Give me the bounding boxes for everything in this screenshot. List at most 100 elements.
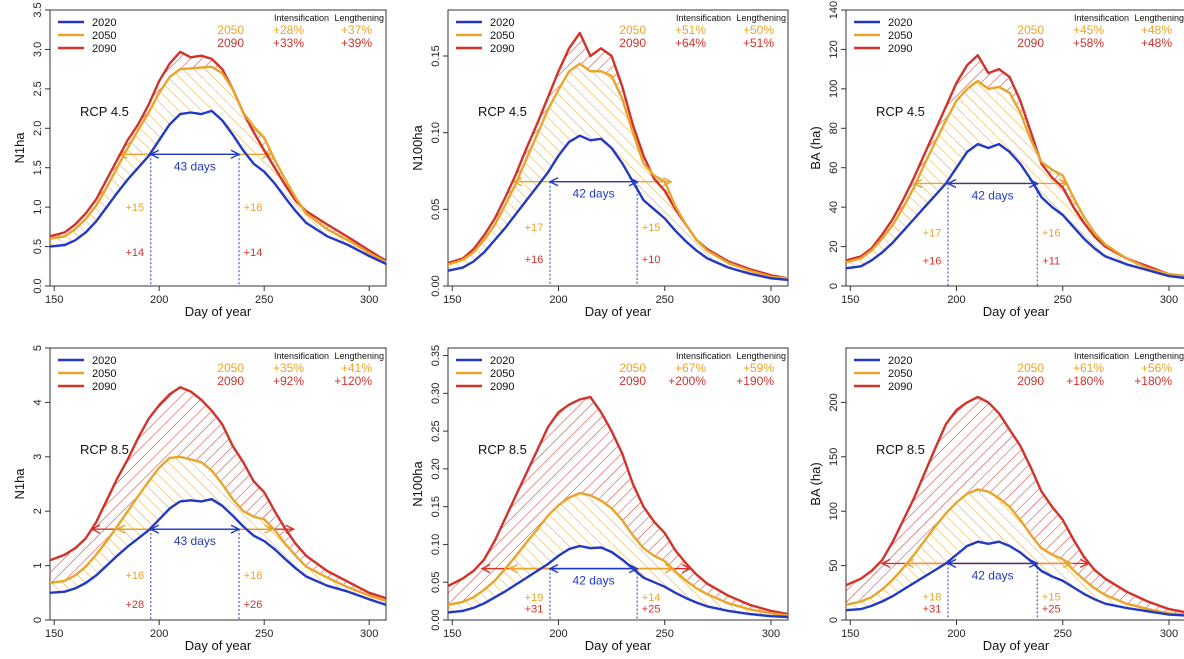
y-tick-label: 100 bbox=[828, 502, 840, 520]
x-tick-label: 150 bbox=[45, 294, 63, 306]
stats-year: 2050 bbox=[217, 23, 244, 37]
arrow-2020 bbox=[149, 524, 241, 534]
x-tick-label: 300 bbox=[1160, 294, 1178, 306]
onset-shift-2050: +15 bbox=[125, 202, 144, 214]
y-tick-label: 1.5 bbox=[32, 160, 44, 175]
stats-header-lengthening: Lengthening bbox=[334, 13, 384, 23]
stats-lengthening: +37% bbox=[341, 23, 372, 37]
panel-5: 150 200 250 300 0.00 0.05 0.10 0.15 0.20 0.25 0.30… bbox=[410, 345, 789, 653]
scenario-label: RCP 4.5 bbox=[478, 104, 527, 119]
stats-header-lengthening: Lengthening bbox=[736, 351, 786, 361]
y-tick-label: 1 bbox=[32, 563, 44, 569]
stats-intensification: +61% bbox=[1073, 361, 1104, 375]
y-tick-label: 150 bbox=[828, 448, 840, 466]
legend-label-2020: 2020 bbox=[888, 355, 912, 367]
scenario-label: RCP 8.5 bbox=[80, 442, 129, 457]
hatch-2050 bbox=[50, 66, 386, 264]
stats-header-lengthening: Lengthening bbox=[736, 13, 786, 23]
stats-lengthening: +39% bbox=[341, 36, 372, 50]
x-tick-label: 300 bbox=[1160, 628, 1178, 640]
stats-lengthening: +48% bbox=[1141, 23, 1172, 37]
y-tick-label: 50 bbox=[828, 559, 840, 571]
legend-label-2020: 2020 bbox=[490, 355, 514, 367]
stats-year: 2090 bbox=[217, 36, 244, 50]
stats-intensification: +35% bbox=[273, 361, 304, 375]
y-tick-label: 60 bbox=[828, 162, 840, 174]
panel-3: 150 200 250 300 0 20 40 60 80 100 120 140 Day of yea… bbox=[808, 1, 1184, 319]
offset-shift-2050: +16 bbox=[244, 202, 263, 214]
x-tick-label: 250 bbox=[255, 294, 273, 306]
stats-header-lengthening: Lengthening bbox=[1134, 351, 1184, 361]
x-axis-label: Day of year bbox=[585, 304, 652, 319]
stats-year: 2090 bbox=[619, 374, 646, 388]
stats-header-intensification: Intensification bbox=[676, 13, 731, 23]
y-tick-label: 3 bbox=[32, 454, 44, 460]
hatch-2050 bbox=[846, 81, 1184, 278]
stats-intensification: +67% bbox=[675, 361, 706, 375]
stats-intensification: +33% bbox=[273, 36, 304, 50]
onset-shift-2050: +17 bbox=[923, 228, 942, 240]
season-length-label: 42 days bbox=[573, 574, 615, 588]
series-line-2020 bbox=[845, 142, 1184, 280]
stats-lengthening: +56% bbox=[1141, 361, 1172, 375]
plot-frame bbox=[845, 347, 1184, 621]
onset-shift-2050: +19 bbox=[525, 592, 544, 604]
stats-intensification: +92% bbox=[273, 374, 304, 388]
series-line-2090 bbox=[845, 54, 1184, 278]
stats-intensification: +28% bbox=[273, 23, 304, 37]
onset-shift-2090: +31 bbox=[923, 603, 942, 615]
legend-label-2050: 2050 bbox=[490, 30, 514, 42]
series-line-2020 bbox=[49, 109, 387, 265]
stats-lengthening: +180% bbox=[1134, 374, 1172, 388]
y-tick-label: 0.5 bbox=[32, 239, 44, 254]
legend-label-2090: 2090 bbox=[92, 43, 116, 55]
y-tick-label: 2.0 bbox=[32, 121, 44, 136]
offset-shift-2050: +15 bbox=[642, 222, 661, 234]
x-tick-label: 150 bbox=[443, 628, 461, 640]
arrow-2020 bbox=[149, 149, 241, 159]
x-axis-label: Day of year bbox=[185, 638, 252, 653]
stats-year: 2090 bbox=[619, 36, 646, 50]
stats-lengthening: +190% bbox=[736, 374, 774, 388]
series-line-2050 bbox=[845, 488, 1184, 616]
legend-label-2090: 2090 bbox=[490, 381, 514, 393]
series-line-2050 bbox=[49, 455, 387, 603]
arrow-2020 bbox=[548, 177, 639, 187]
season-length-label: 42 days bbox=[972, 188, 1014, 202]
stats-header-lengthening: Lengthening bbox=[1134, 13, 1184, 23]
y-tick-label: 3.5 bbox=[32, 2, 44, 17]
legend-label-2050: 2050 bbox=[92, 30, 116, 42]
x-tick-label: 250 bbox=[255, 628, 273, 640]
stats-year: 2090 bbox=[1017, 374, 1044, 388]
x-tick-label: 250 bbox=[656, 294, 674, 306]
y-tick-label: 3.0 bbox=[32, 42, 44, 57]
hatch-2090 bbox=[846, 397, 1184, 615]
plot-frame bbox=[49, 347, 387, 621]
x-tick-label: 200 bbox=[549, 628, 567, 640]
x-tick-label: 150 bbox=[45, 628, 63, 640]
x-tick-label: 150 bbox=[443, 294, 461, 306]
stats-year: 2050 bbox=[217, 361, 244, 375]
offset-shift-2090: +25 bbox=[642, 603, 661, 615]
y-tick-label: 2 bbox=[32, 508, 44, 514]
arrow-head-left bbox=[912, 178, 923, 189]
stats-year: 2050 bbox=[1017, 361, 1044, 375]
stats-table: Lengthening Intensification 2050 +28% +37% 20… bbox=[217, 13, 384, 50]
panel-2: 150 200 250 300 0.00 0.05 0.10 0.15 Day of year N… bbox=[410, 9, 789, 319]
arrow-head-right bbox=[628, 563, 639, 574]
y-tick-label: 0 bbox=[828, 283, 840, 289]
stats-year: 2090 bbox=[217, 374, 244, 388]
x-tick-label: 200 bbox=[150, 294, 168, 306]
plot-frame bbox=[49, 9, 387, 287]
y-tick-label: 100 bbox=[828, 80, 840, 98]
offset-shift-2050: +15 bbox=[1042, 591, 1061, 603]
arrow-head-left bbox=[512, 177, 523, 187]
y-tick-label: 80 bbox=[828, 122, 840, 134]
y-tick-label: 0 bbox=[32, 617, 44, 623]
legend-label-2090: 2090 bbox=[92, 381, 116, 393]
